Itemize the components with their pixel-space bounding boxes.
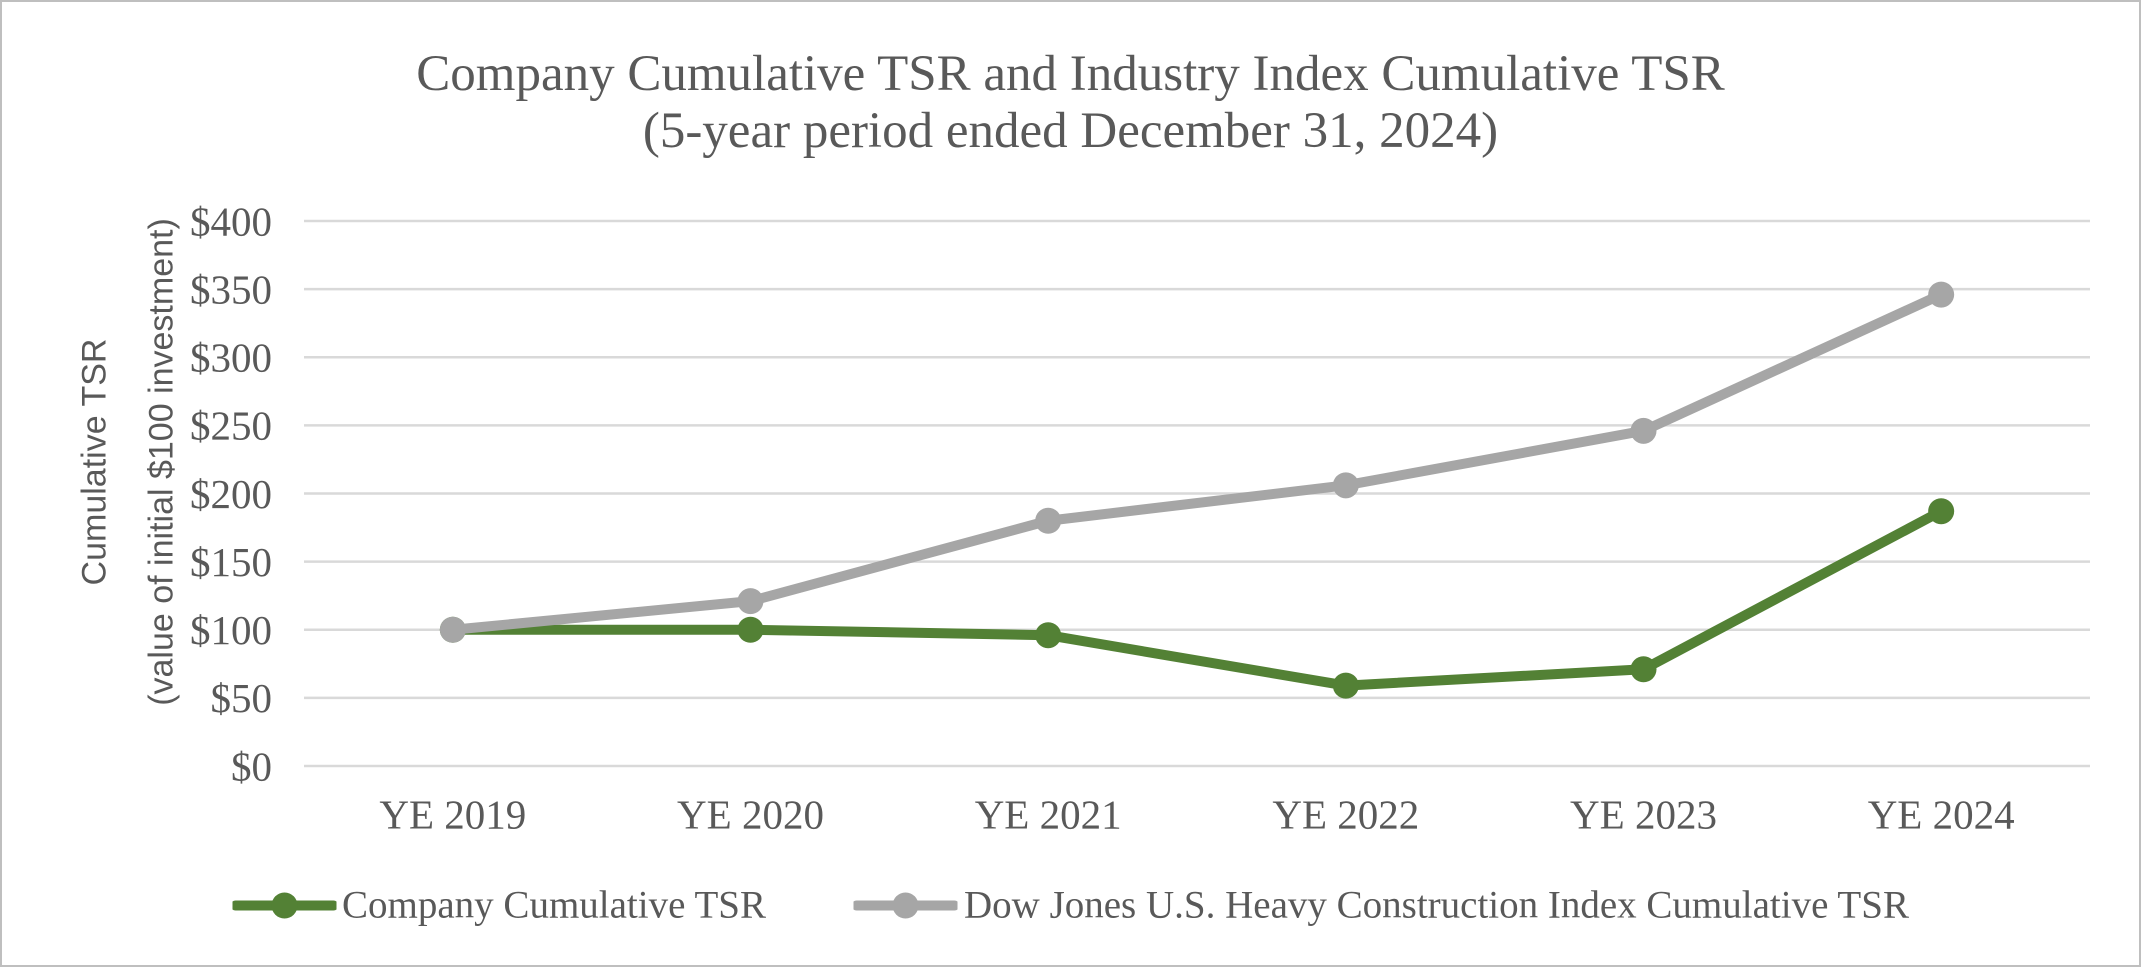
data-point-marker-index [1630,417,1657,444]
data-point-marker-index [1928,281,1955,308]
y-tick-label: $100 [190,607,272,653]
line-marker-icon [232,892,337,918]
data-point-marker-company [737,616,764,643]
data-point-marker-index [737,588,764,615]
legend-marker [892,892,919,918]
y-tick-label: $200 [190,471,272,517]
legend-label: Dow Jones U.S. Heavy Construction Index … [963,883,1909,927]
y-tick-label: $350 [190,266,272,312]
data-point-marker-index [1035,507,1062,534]
legend-item-company: Company Cumulative TSR [232,883,766,928]
data-point-marker-company [1332,672,1359,699]
y-tick-label: $0 [231,743,272,789]
data-point-marker-index [1332,472,1359,499]
x-axis-label: YE 2023 [1570,791,1717,837]
chart-title: Company Cumulative TSR and Industry Inde… [416,46,1725,102]
y-tick-label: $300 [190,335,272,381]
chart-subtitle: (5-year period ended December 31, 2024) [642,103,1499,159]
x-axis-label: YE 2020 [677,791,824,837]
data-point-marker-index [439,616,466,643]
x-axis-label: YE 2019 [379,791,526,837]
series-line-company [447,506,1947,691]
legend-label: Company Cumulative TSR [342,883,766,927]
line-marker-icon [853,892,958,918]
x-axis-label: YE 2022 [1272,791,1419,837]
y-tick-label: $150 [190,539,272,585]
data-point-marker-company [1928,498,1955,525]
data-point-marker-company [1630,656,1657,683]
series-line-index [447,289,1947,635]
y-tick-label: $400 [190,198,272,244]
x-axis-label: YE 2024 [1868,791,2015,837]
legend: Company Cumulative TSR Dow Jones U.S. Hea… [232,883,1909,928]
y-tick-label: $50 [211,675,273,721]
legend-item-index: Dow Jones U.S. Heavy Construction Index … [853,883,1909,928]
y-tick-label: $250 [190,403,272,449]
data-point-marker-company [1035,622,1062,649]
x-axis-label: YE 2021 [975,791,1122,837]
legend-marker [271,892,298,918]
